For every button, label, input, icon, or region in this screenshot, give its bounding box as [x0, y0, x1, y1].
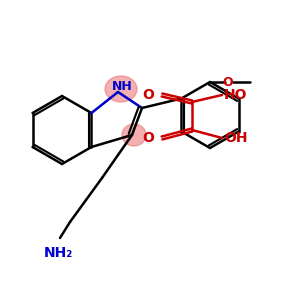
Ellipse shape — [105, 76, 137, 102]
Text: O: O — [142, 131, 154, 145]
Text: O: O — [142, 88, 154, 102]
Text: OH: OH — [224, 131, 247, 145]
Text: NH₂: NH₂ — [44, 246, 73, 260]
Text: HO: HO — [224, 88, 247, 102]
Text: NH: NH — [112, 80, 132, 94]
Ellipse shape — [122, 124, 146, 146]
Text: O: O — [223, 76, 233, 88]
